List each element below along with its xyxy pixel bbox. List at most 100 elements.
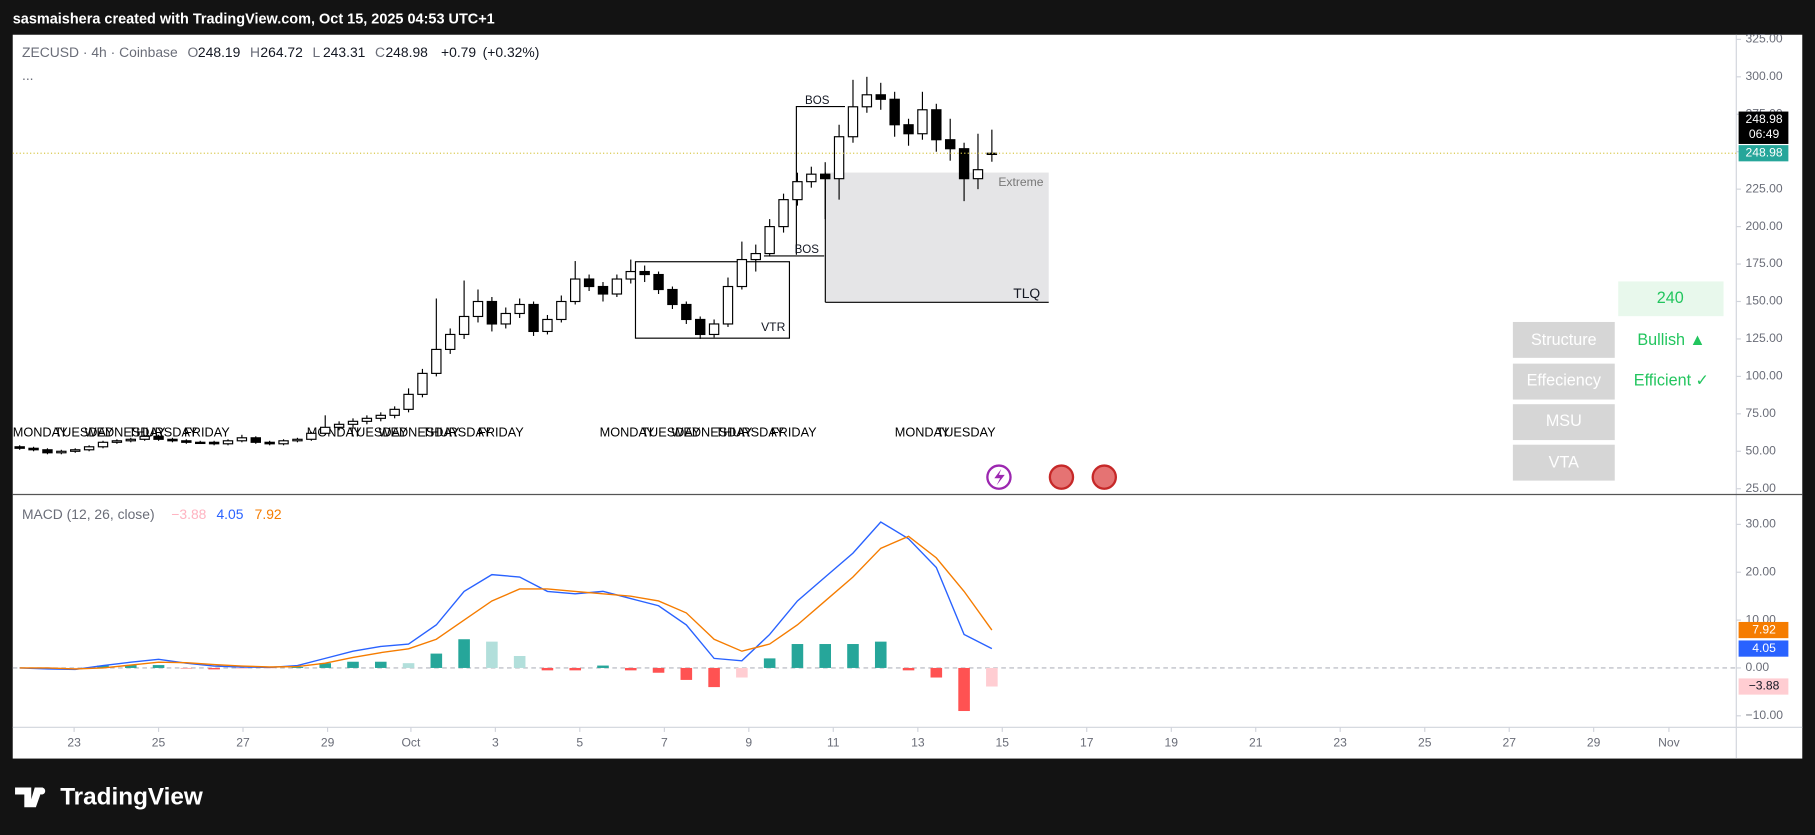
ohlc-prefix: O	[188, 44, 199, 60]
candle-body	[14, 446, 25, 449]
session-label: FRIDAY	[478, 424, 524, 439]
economic-event-icon[interactable]	[1091, 464, 1118, 490]
candle-body	[653, 273, 664, 291]
histogram-bar	[97, 665, 109, 668]
x-tick-label: 23	[67, 736, 81, 750]
histogram-bar	[541, 667, 554, 671]
x-tick-label: 27	[236, 736, 250, 750]
ohlc-prefix: H	[250, 44, 260, 60]
vtr-box	[634, 261, 791, 339]
histogram-bar	[986, 667, 998, 687]
session-label: MONDAY	[13, 424, 68, 439]
candle-body	[736, 258, 748, 288]
y-tick-label: 175.00	[1746, 256, 1783, 270]
value-badge-text: −3.88	[1749, 679, 1780, 693]
candle-body	[667, 288, 678, 306]
histogram-bar	[652, 667, 665, 673]
y-tick-label: 150.00	[1746, 294, 1783, 308]
tlq-label: TLQ	[1013, 285, 1040, 301]
candle-body	[139, 435, 150, 440]
candle-body	[958, 148, 970, 180]
change-pct: (+0.32%)	[483, 44, 540, 60]
x-tick-label: 15	[996, 736, 1010, 750]
candle-body	[445, 333, 456, 351]
session-label: TUESDAY	[936, 424, 996, 439]
candle-body	[42, 449, 53, 454]
extreme-zone	[825, 172, 1049, 303]
x-tick-label: 11	[827, 736, 840, 750]
session-label: WEDNESDAY	[379, 424, 461, 439]
candle-body	[903, 124, 914, 135]
value-badge	[1738, 678, 1789, 695]
y-tick-label: 20.00	[1746, 564, 1777, 578]
candle-body	[195, 441, 206, 445]
table-header: 240	[1657, 289, 1684, 307]
byline: sasmaishera created with TradingView.com…	[13, 12, 495, 28]
candle-body	[778, 199, 789, 228]
histogram-bar	[930, 667, 943, 678]
candle-body	[889, 98, 900, 126]
table-cell	[1512, 363, 1615, 400]
candle-body	[792, 181, 803, 201]
y-tick-label: 200.00	[1746, 219, 1783, 233]
table-label: MSU	[1546, 412, 1582, 430]
x-tick-label: 25	[1418, 736, 1432, 750]
candle-body	[681, 303, 692, 321]
y-tick-label: 100.00	[1746, 369, 1783, 383]
x-tick-label: 21	[1249, 736, 1263, 750]
x-tick-label: 5	[576, 736, 583, 750]
y-tick-label: 50.00	[1746, 443, 1777, 457]
value-badge-text: 7.92	[1752, 622, 1776, 636]
candle-body	[333, 423, 345, 428]
histogram-bar	[597, 665, 609, 668]
ohlc-prefix: C	[375, 44, 385, 60]
macd-title: MACD (12, 26, close)	[22, 506, 155, 522]
candle-body	[917, 109, 928, 135]
candle-body	[431, 348, 442, 374]
histogram-bar	[819, 644, 831, 668]
histogram-bar	[569, 667, 582, 671]
x-tick-label: 3	[492, 736, 499, 750]
candle-body	[931, 109, 942, 141]
y-tick-label: 225.00	[1746, 181, 1783, 195]
candle-body	[708, 323, 720, 336]
table-header-cell	[1618, 281, 1724, 317]
bos-label: BOS	[795, 244, 820, 256]
y-tick-label: 300.00	[1746, 69, 1783, 83]
candle-body	[806, 173, 817, 183]
session-label: WEDNESDAY	[671, 424, 753, 439]
candle-body	[208, 441, 220, 445]
y-tick-label: 25.00	[1746, 481, 1777, 495]
candle-body	[389, 408, 400, 416]
candle-body	[500, 312, 511, 325]
table-label: VTA	[1549, 454, 1579, 472]
y-tick-label: 30.00	[1746, 517, 1777, 531]
bos-line	[795, 105, 845, 255]
economic-event-icon[interactable]	[1048, 464, 1075, 490]
table-label: Structure	[1531, 331, 1597, 349]
x-tick-label: 13	[911, 736, 925, 750]
histogram-bar	[791, 644, 804, 668]
session-label: FRIDAY	[184, 424, 230, 439]
histogram-bar	[347, 661, 359, 668]
ohlc-value: 248.19	[198, 44, 241, 60]
y-tick-label: 325.00	[1746, 32, 1783, 46]
macd-hist-value: −3.88	[171, 506, 206, 522]
candle-body	[320, 426, 331, 434]
candle-body	[861, 94, 873, 108]
x-tick-label: 29	[1587, 736, 1601, 750]
candle-body	[472, 300, 484, 318]
ohlc-value: 248.98	[385, 44, 428, 60]
signal-value: 7.92	[255, 506, 282, 522]
histogram-bar	[874, 641, 887, 668]
x-tick-label: 23	[1333, 736, 1347, 750]
histogram-bar	[319, 663, 332, 668]
candle-body	[819, 173, 831, 180]
y-tick-label: 75.00	[1746, 406, 1777, 420]
candle-body	[833, 136, 845, 180]
signal-line	[19, 535, 993, 670]
candle-body	[875, 94, 886, 100]
candle-body	[583, 278, 595, 288]
candle-body	[597, 285, 609, 295]
candle-body	[486, 300, 498, 325]
